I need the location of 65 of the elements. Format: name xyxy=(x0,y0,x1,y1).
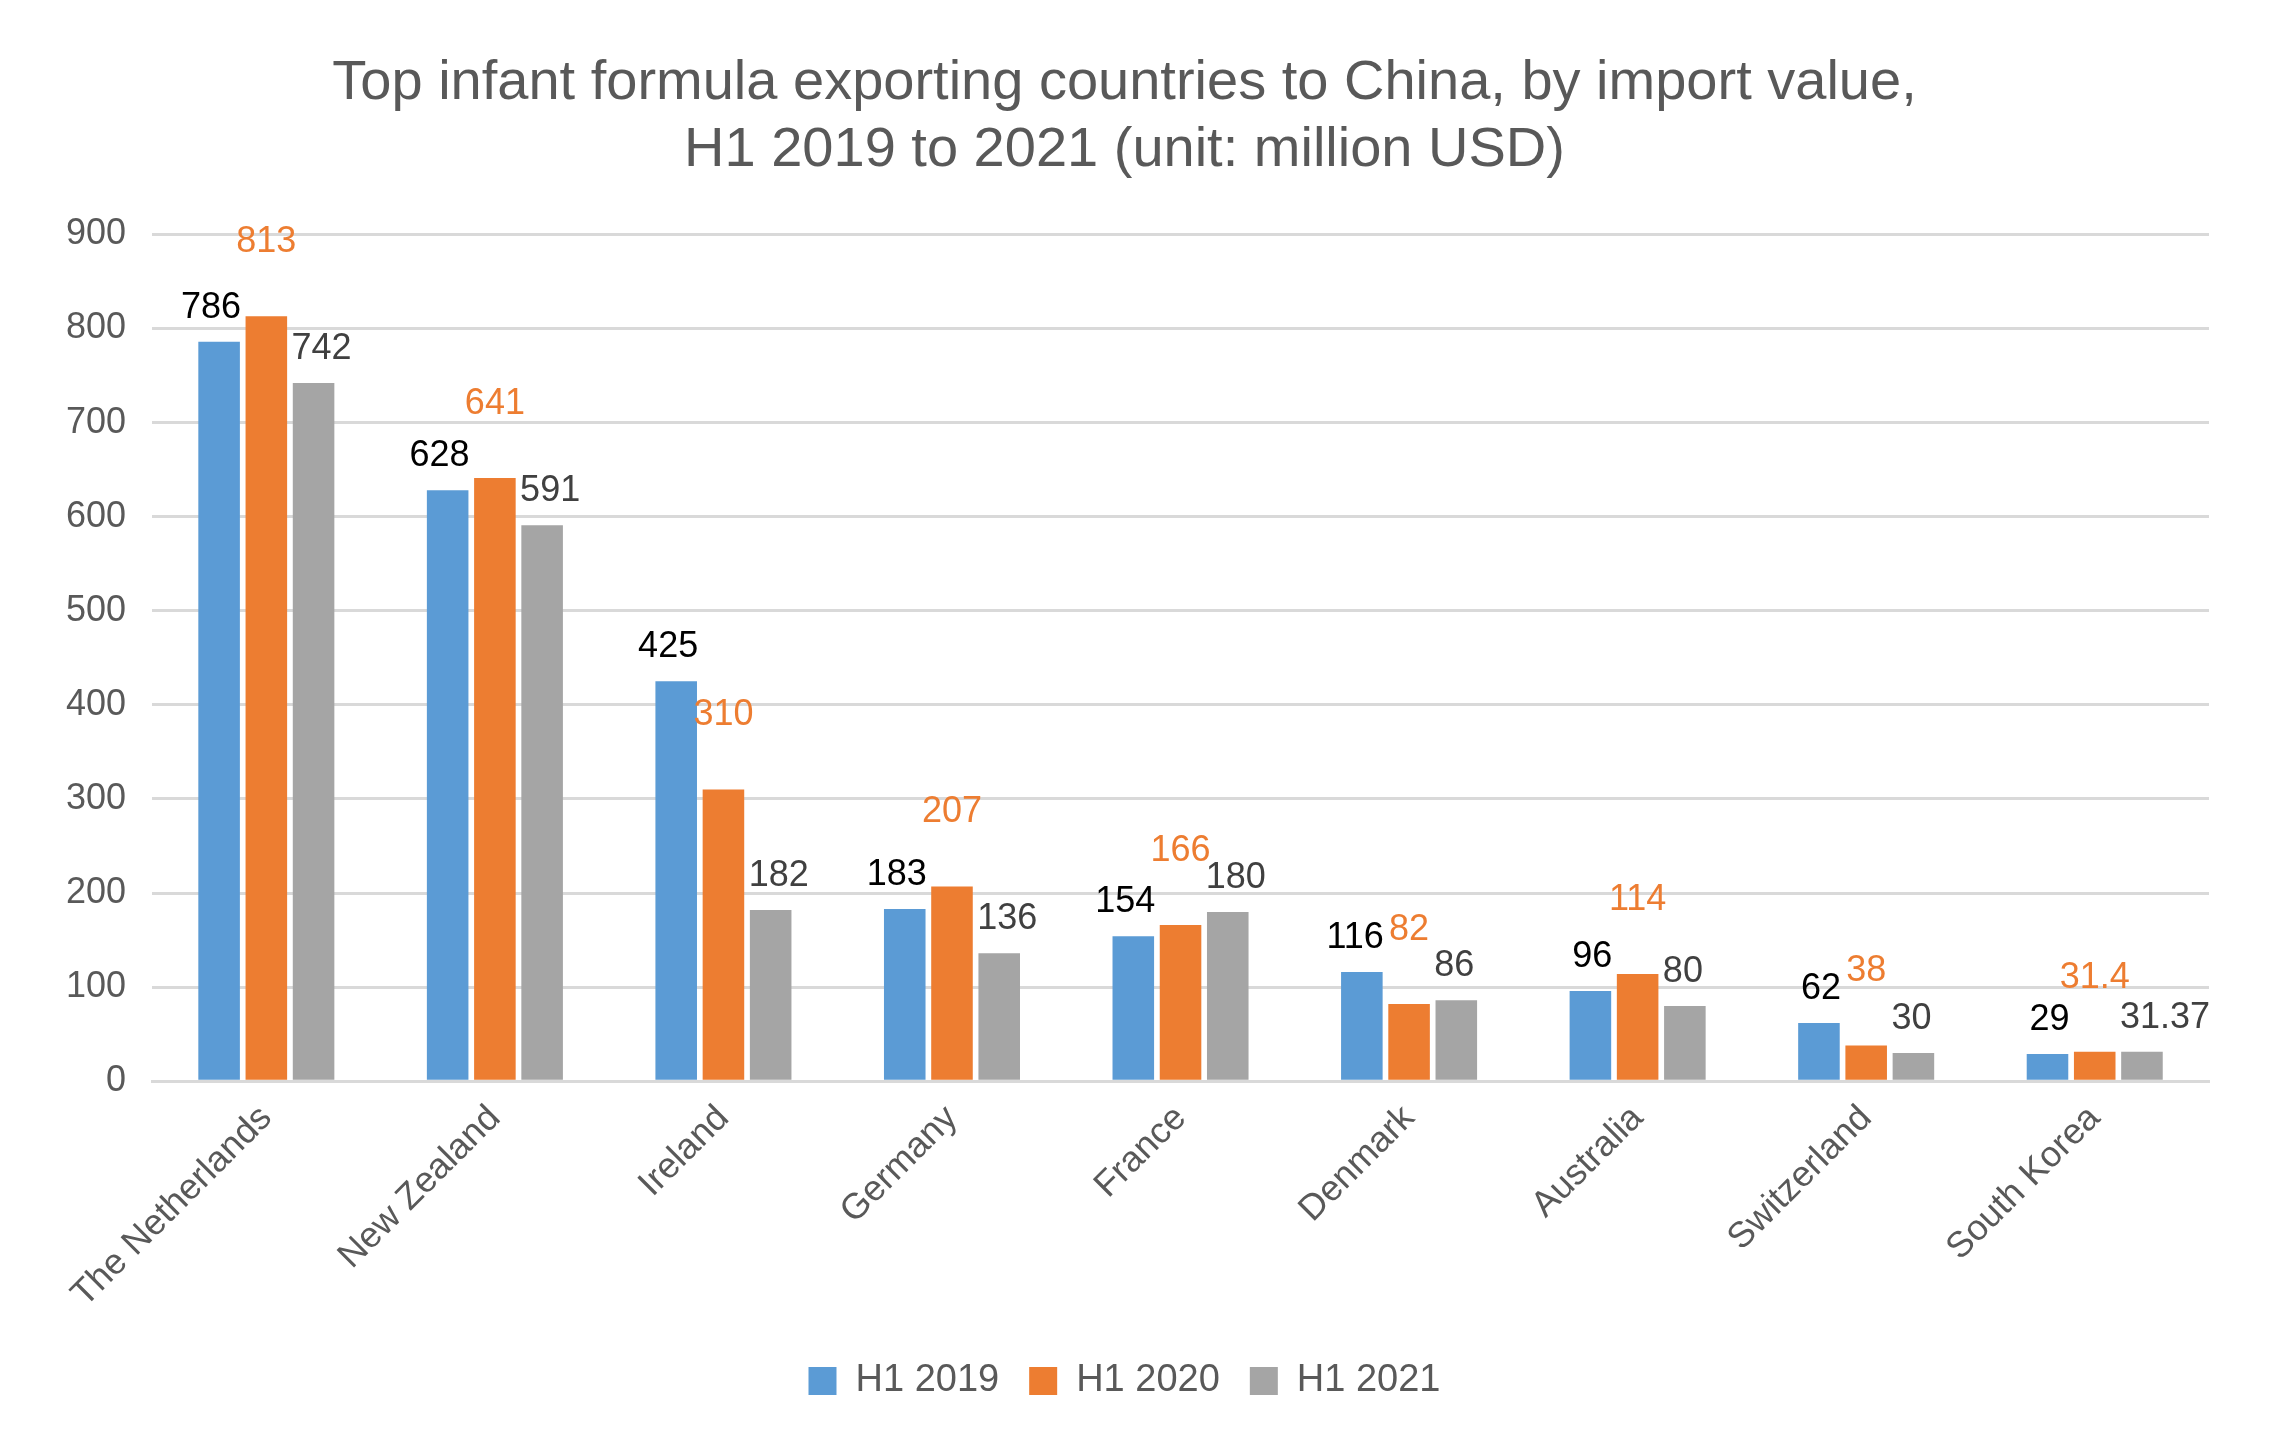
bar xyxy=(1569,990,1612,1080)
bar xyxy=(2121,1051,2163,1080)
legend-label: H1 2020 xyxy=(1076,1357,1220,1400)
y-tick-label: 200 xyxy=(65,869,127,911)
legend-label: H1 2021 xyxy=(1296,1357,1441,1400)
data-label: 96 xyxy=(1572,933,1613,975)
y-tick-label: 800 xyxy=(65,305,127,347)
bar xyxy=(749,910,792,1080)
bar xyxy=(883,909,926,1080)
data-label: 38 xyxy=(1846,948,1887,990)
y-tick-label: 700 xyxy=(65,399,127,441)
y-tick-label: 0 xyxy=(106,1058,127,1100)
legend-label: H1 2019 xyxy=(855,1357,1000,1400)
y-tick-label: 600 xyxy=(65,493,127,535)
bar xyxy=(426,490,469,1080)
chart-title: Top infant formula exporting countries to China, by import value, H1 2019 to 2021 (unit: million USD) xyxy=(332,48,1917,179)
data-label: 641 xyxy=(464,381,525,423)
bar xyxy=(474,478,516,1080)
bar xyxy=(1845,1045,1887,1080)
y-tick-label: 900 xyxy=(65,211,127,253)
data-label: 425 xyxy=(638,624,699,666)
y-tick-label: 500 xyxy=(65,587,127,629)
data-label: 29 xyxy=(2029,996,2070,1038)
data-label: 786 xyxy=(181,284,242,326)
data-label: 136 xyxy=(977,896,1038,938)
data-label: 591 xyxy=(520,468,581,510)
data-label: 31.4 xyxy=(2059,954,2130,996)
bar xyxy=(978,953,1020,1080)
data-label: 154 xyxy=(1095,879,1156,921)
data-label: 116 xyxy=(1326,915,1384,957)
data-label: 30 xyxy=(1891,995,1932,1037)
bar xyxy=(702,789,745,1080)
bar xyxy=(2026,1053,2069,1080)
bar xyxy=(1892,1053,1935,1080)
bar xyxy=(245,316,288,1080)
data-label: 114 xyxy=(1608,876,1667,918)
bar xyxy=(2073,1051,2116,1080)
bar xyxy=(198,341,240,1080)
data-label: 80 xyxy=(1662,948,1703,990)
bar xyxy=(292,383,335,1080)
data-label: 207 xyxy=(921,789,983,831)
y-tick-label: 300 xyxy=(65,775,127,817)
bar xyxy=(521,525,563,1080)
bar xyxy=(1112,936,1155,1080)
data-label: 86 xyxy=(1434,943,1475,985)
bar xyxy=(1435,1000,1478,1080)
data-label: 62 xyxy=(1800,965,1841,1007)
bar xyxy=(1388,1004,1430,1080)
bar xyxy=(1664,1005,1706,1080)
data-label: 183 xyxy=(866,851,927,893)
bar xyxy=(1206,911,1249,1080)
y-tick-label: 400 xyxy=(65,681,127,723)
bar xyxy=(1341,972,1383,1080)
y-tick-label: 100 xyxy=(65,964,127,1006)
data-label: 742 xyxy=(291,325,352,367)
data-label: 182 xyxy=(748,852,809,894)
bar xyxy=(931,886,973,1080)
bar xyxy=(655,681,697,1080)
data-label: 82 xyxy=(1389,907,1430,949)
data-label: 628 xyxy=(409,433,470,475)
bar xyxy=(1159,925,1202,1080)
data-label: 31.37 xyxy=(2119,994,2211,1036)
bar xyxy=(1616,973,1659,1080)
bar xyxy=(1798,1022,1840,1080)
data-label: 813 xyxy=(236,219,297,261)
